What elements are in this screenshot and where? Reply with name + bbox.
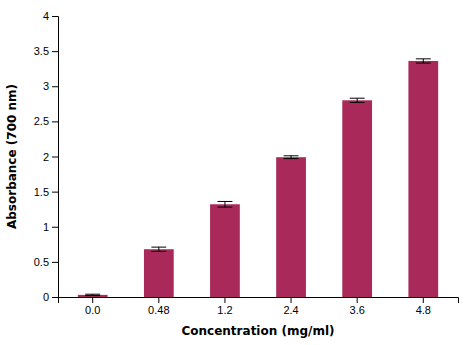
y-tick: 0.5 [34, 256, 58, 268]
y-tick: 1 [43, 221, 58, 233]
error-bar [284, 156, 299, 159]
error-bar-cap [416, 58, 431, 59]
x-tick: 0.0 [85, 297, 100, 316]
x-tick-label: 4.8 [416, 304, 431, 316]
y-tick-label: 1.5 [34, 186, 49, 198]
y-tick: 0 [43, 291, 58, 303]
y-tick-mark [52, 262, 58, 263]
y-tick-mark [52, 157, 58, 158]
y-tick: 3 [43, 80, 58, 92]
error-bar [151, 247, 166, 251]
y-tick-mark [52, 121, 58, 122]
y-axis: 0 0.5 1 1.5 2 2.5 3 3.5 4 [34, 10, 59, 303]
error-bar-cap [151, 251, 166, 252]
error-bar-cap [350, 98, 365, 99]
plot-area: 0.0 0.48 1.2 2.4 3.6 4.8 0 0.5 1 1.5 2 2.5 3 3.5 4 [34, 10, 459, 316]
error-bar-cap [85, 295, 100, 296]
y-tick: 1.5 [34, 186, 58, 198]
y-tick-mark [52, 51, 58, 52]
error-bar-cap [218, 201, 233, 202]
x-axis-line [59, 298, 459, 304]
error-bar-stem [158, 247, 159, 251]
y-tick-mark [52, 16, 58, 17]
x-tick-label: 1.2 [217, 304, 232, 316]
y-tick: 4 [43, 10, 58, 22]
error-bar-cap [284, 158, 299, 159]
y-axis-title: Absorbance (700 nm) [5, 84, 19, 229]
bar [210, 204, 240, 297]
x-tick-label: 0.48 [148, 304, 169, 316]
bar [144, 249, 174, 297]
bar [342, 100, 372, 297]
error-bar-cap [350, 102, 365, 103]
chart-container: 0.0 0.48 1.2 2.4 3.6 4.8 0 0.5 1 1.5 2 2.5 3 3.5 4 Conc… [0, 0, 474, 345]
error-bar [416, 59, 431, 63]
x-tick-mark [291, 297, 292, 303]
y-tick-label: 4 [43, 10, 49, 22]
y-tick-label: 2.5 [34, 115, 49, 127]
y-tick-label: 1 [43, 221, 49, 233]
y-tick: 2 [43, 151, 58, 163]
x-tick: 2.4 [283, 297, 298, 316]
marks [78, 59, 438, 297]
y-tick-mark [52, 297, 58, 298]
error-bar-cap [85, 294, 100, 295]
x-tick-label: 3.6 [350, 304, 365, 316]
error-bar-stem [224, 201, 225, 207]
x-axis-title: Concentration (mg/ml) [181, 324, 334, 338]
y-tick-label: 0 [43, 291, 49, 303]
x-tick-mark [224, 297, 225, 303]
y-axis-line [52, 17, 59, 298]
y-tick-label: 3 [43, 80, 49, 92]
error-bar-cap [151, 247, 166, 248]
x-tick: 4.8 [416, 297, 431, 316]
y-tick-mark [52, 86, 58, 87]
x-axis: 0.0 0.48 1.2 2.4 3.6 4.8 [59, 297, 459, 316]
bar [276, 157, 306, 297]
x-tick-mark [158, 297, 159, 303]
y-tick-mark [52, 227, 58, 228]
x-tick-mark [423, 297, 424, 303]
bar [78, 295, 108, 297]
error-bar-cap [284, 155, 299, 156]
x-tick: 3.6 [350, 297, 365, 316]
error-bar [85, 294, 100, 295]
x-tick-label: 2.4 [283, 304, 298, 316]
error-bar-stem [423, 59, 424, 63]
error-bar [350, 98, 365, 102]
y-tick: 2.5 [34, 115, 58, 127]
chart-svg: 0.0 0.48 1.2 2.4 3.6 4.8 0 0.5 1 1.5 2 2.5 3 3.5 4 Conc… [0, 0, 474, 345]
error-bar-cap [416, 63, 431, 64]
y-tick-label: 2 [43, 151, 49, 163]
error-bar-stem [357, 98, 358, 102]
y-tick-label: 3.5 [34, 45, 49, 57]
x-tick-label: 0.0 [85, 304, 100, 316]
x-tick-mark [92, 297, 93, 303]
error-bar [218, 201, 233, 207]
x-tick: 0.48 [148, 297, 169, 316]
bar [408, 61, 438, 297]
error-bar-cap [218, 207, 233, 208]
y-tick-label: 0.5 [34, 256, 49, 268]
x-tick-mark [357, 297, 358, 303]
x-tick: 1.2 [217, 297, 232, 316]
y-tick-mark [52, 192, 58, 193]
y-tick: 3.5 [34, 45, 58, 57]
